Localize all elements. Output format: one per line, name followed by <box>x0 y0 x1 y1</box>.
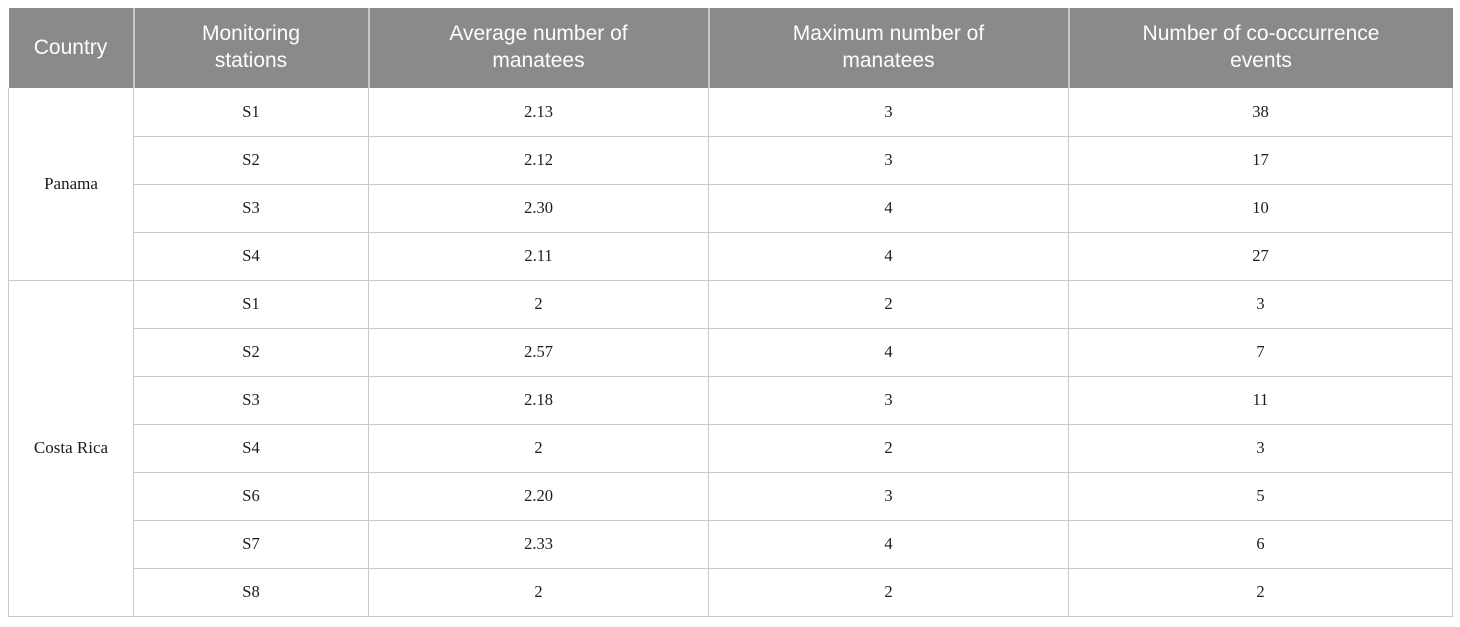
station-cell: S4 <box>133 423 369 473</box>
country-cell-panama: Panama <box>8 88 134 281</box>
table-row: S3 2.30 4 10 <box>9 183 1453 233</box>
table-row: S4 2.11 4 27 <box>9 231 1453 281</box>
station-cell: S7 <box>133 519 369 569</box>
max-manatees-cell: 4 <box>708 231 1069 281</box>
table-row: S2 2.57 4 7 <box>9 327 1453 377</box>
cooccurrence-cell: 5 <box>1068 471 1453 521</box>
table-row: Panama S1 2.13 3 38 <box>8 88 1453 281</box>
header-cooccurrence-events: Number of co-occurrence events <box>1067 8 1453 88</box>
cooccurrence-cell: 2 <box>1068 567 1453 617</box>
avg-manatees-cell: 2.18 <box>368 375 709 425</box>
header-monitoring-stations: Monitoring stations <box>132 8 369 88</box>
station-cell: S8 <box>133 567 369 617</box>
max-manatees-cell: 2 <box>708 279 1069 329</box>
table-row: S8 2 2 2 <box>9 567 1453 617</box>
manatee-monitoring-table: Country Monitoring stations Average numb… <box>8 8 1453 617</box>
max-manatees-cell: 2 <box>708 567 1069 617</box>
avg-manatees-cell: 2.30 <box>368 183 709 233</box>
max-manatees-cell: 2 <box>708 423 1069 473</box>
station-cell: S6 <box>133 471 369 521</box>
avg-manatees-cell: 2.57 <box>368 327 709 377</box>
avg-manatees-cell: 2 <box>368 279 709 329</box>
header-country: Country <box>8 8 134 88</box>
country-cell-costa-rica: Costa Rica <box>8 279 134 617</box>
avg-manatees-cell: 2 <box>368 567 709 617</box>
table-header: Country Monitoring stations Average numb… <box>8 8 1453 88</box>
table-row: S4 2 2 3 <box>9 423 1453 473</box>
cooccurrence-cell: 6 <box>1068 519 1453 569</box>
avg-manatees-cell: 2.13 <box>368 88 709 137</box>
cooccurrence-cell: 11 <box>1068 375 1453 425</box>
station-cell: S1 <box>133 88 369 137</box>
avg-manatees-cell: 2.33 <box>368 519 709 569</box>
cooccurrence-cell: 38 <box>1068 88 1453 137</box>
max-manatees-cell: 4 <box>708 183 1069 233</box>
station-cell: S2 <box>133 327 369 377</box>
table-body: Panama S1 2.13 3 38 S2 2.12 3 17 S3 2.30… <box>8 88 1453 617</box>
max-manatees-cell: 4 <box>708 327 1069 377</box>
station-cell: S1 <box>133 279 369 329</box>
station-cell: S3 <box>133 375 369 425</box>
cooccurrence-cell: 10 <box>1068 183 1453 233</box>
max-manatees-cell: 3 <box>708 375 1069 425</box>
station-cell: S2 <box>133 135 369 185</box>
cooccurrence-cell: 7 <box>1068 327 1453 377</box>
cooccurrence-cell: 3 <box>1068 423 1453 473</box>
max-manatees-cell: 3 <box>708 471 1069 521</box>
station-cell: S3 <box>133 183 369 233</box>
avg-manatees-cell: 2.12 <box>368 135 709 185</box>
max-manatees-cell: 3 <box>708 88 1069 137</box>
max-manatees-cell: 3 <box>708 135 1069 185</box>
table-row: S2 2.12 3 17 <box>9 135 1453 185</box>
header-maximum-manatees: Maximum number of manatees <box>707 8 1069 88</box>
header-row: Country Monitoring stations Average numb… <box>8 8 1453 88</box>
table-row: Costa Rica S1 2 2 3 <box>8 279 1453 617</box>
avg-manatees-cell: 2.11 <box>368 231 709 281</box>
table-row: S6 2.20 3 5 <box>9 471 1453 521</box>
table-row: S3 2.18 3 11 <box>9 375 1453 425</box>
table-row: S7 2.33 4 6 <box>9 519 1453 569</box>
avg-manatees-cell: 2.20 <box>368 471 709 521</box>
cooccurrence-cell: 27 <box>1068 231 1453 281</box>
header-average-manatees: Average number of manatees <box>367 8 709 88</box>
cooccurrence-cell: 17 <box>1068 135 1453 185</box>
station-cell: S4 <box>133 231 369 281</box>
cooccurrence-cell: 3 <box>1068 279 1453 329</box>
max-manatees-cell: 4 <box>708 519 1069 569</box>
avg-manatees-cell: 2 <box>368 423 709 473</box>
